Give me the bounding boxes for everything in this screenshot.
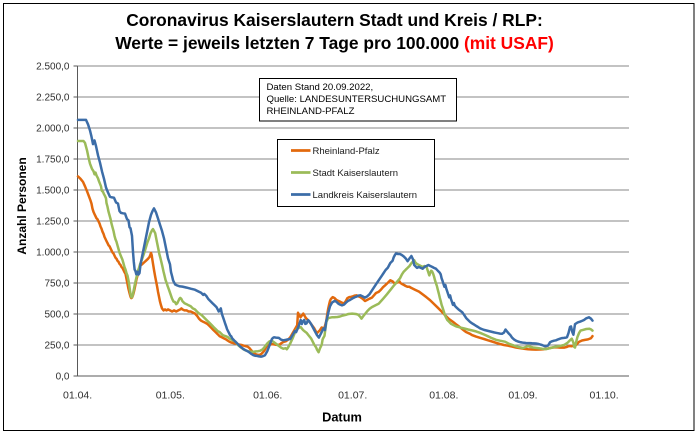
- svg-text:2.500,0: 2.500,0: [36, 61, 70, 72]
- svg-text:750,0: 750,0: [44, 278, 69, 289]
- svg-text:Landkreis Kaiserslautern: Landkreis Kaiserslautern: [313, 190, 418, 201]
- svg-text:Daten Stand 20.09.2022,: Daten Stand 20.09.2022,: [267, 82, 374, 93]
- svg-text:0,0: 0,0: [56, 371, 70, 382]
- svg-text:01.09.: 01.09.: [508, 390, 537, 402]
- svg-text:01.10.: 01.10.: [589, 390, 618, 402]
- svg-text:2.250,0: 2.250,0: [36, 92, 70, 103]
- svg-text:Stadt Kaiserslautern: Stadt Kaiserslautern: [313, 168, 399, 179]
- svg-text:Coronavirus Kaiserslautern Sta: Coronavirus Kaiserslautern Stadt und Kre…: [126, 10, 543, 30]
- svg-text:RHEINLAND-PFALZ: RHEINLAND-PFALZ: [267, 106, 355, 117]
- svg-text:01.08.: 01.08.: [429, 390, 458, 402]
- svg-text:1.500,0: 1.500,0: [36, 185, 70, 196]
- svg-text:1.750,0: 1.750,0: [36, 154, 70, 165]
- svg-text:Werte = jeweils letzten 7 Tage: Werte = jeweils letzten 7 Tage pro 100.0…: [115, 33, 554, 53]
- svg-text:Quelle: LANDESUNTERSUCHUNGSAMT: Quelle: LANDESUNTERSUCHUNGSAMT: [267, 94, 447, 105]
- svg-text:01.04.: 01.04.: [63, 390, 92, 402]
- svg-text:500,0: 500,0: [44, 309, 69, 320]
- svg-text:Anzahl Personen: Anzahl Personen: [15, 157, 29, 254]
- svg-text:Rheinland-Pfalz: Rheinland-Pfalz: [313, 146, 380, 157]
- svg-text:250,0: 250,0: [44, 340, 69, 351]
- svg-text:01.07.: 01.07.: [338, 390, 367, 402]
- svg-text:01.05.: 01.05.: [156, 390, 185, 402]
- svg-text:2.000,0: 2.000,0: [36, 123, 70, 134]
- svg-text:1.250,0: 1.250,0: [36, 216, 70, 227]
- svg-text:1.000,0: 1.000,0: [36, 247, 70, 258]
- svg-text:01.06.: 01.06.: [253, 390, 282, 402]
- svg-text:Datum: Datum: [322, 410, 362, 425]
